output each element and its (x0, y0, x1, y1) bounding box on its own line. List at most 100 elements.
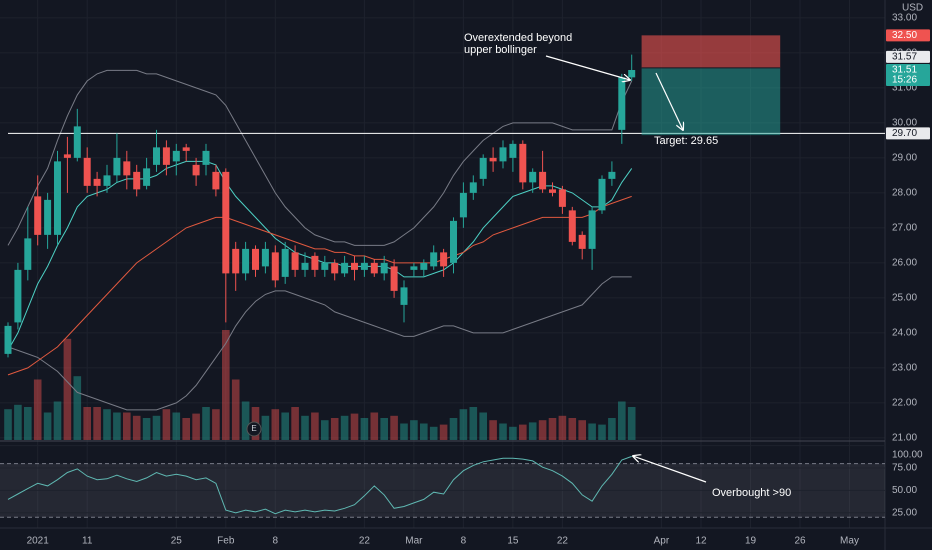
volume-bar (627, 407, 636, 440)
volume-bar (281, 412, 289, 440)
volume-bar (231, 379, 240, 440)
candle-body (291, 252, 299, 270)
volume-bar (390, 415, 398, 440)
overlay-line (7, 276, 632, 411)
volume-bar (212, 409, 220, 440)
overlay-line (7, 195, 632, 376)
volume-bar (578, 420, 586, 440)
x-tick-label: Feb (217, 536, 235, 547)
volume-bar (192, 413, 200, 440)
volume-bar (410, 420, 418, 440)
candle-body (172, 150, 180, 162)
rsi-line (7, 455, 632, 515)
y-tick-label: 27.00 (892, 223, 917, 234)
volume-bar (548, 418, 557, 440)
volume-bar (330, 418, 339, 440)
candle-body (410, 266, 418, 270)
volume-bar (202, 407, 210, 440)
volume-bar (400, 423, 408, 440)
volume-bar (93, 407, 101, 440)
y-tick-label: 22.00 (892, 398, 917, 409)
x-tick-label: 11 (82, 536, 93, 547)
volume-bar (618, 401, 626, 440)
candle-body (351, 262, 358, 270)
candle-body (341, 262, 349, 274)
volume-bar (83, 407, 91, 440)
candle-body (370, 262, 378, 274)
last-price-tag: 31.51 (892, 65, 917, 76)
target-annotation: Target: 29.65 (654, 135, 718, 147)
last-price-bg (886, 64, 930, 87)
y-tick-label: 26.00 (892, 258, 917, 269)
volume-bar (489, 420, 497, 440)
candle-body (242, 248, 250, 274)
candle-body (153, 147, 160, 165)
candle-body (202, 150, 210, 165)
entry-tag: 31.57 (892, 52, 917, 63)
rsi-annotation: Overbought >90 (712, 487, 791, 499)
volume-bar (152, 415, 161, 440)
volume-bar (53, 401, 62, 440)
volume-bar (449, 418, 458, 440)
x-tick-label: 8 (461, 536, 467, 547)
candle-body (400, 287, 408, 305)
candle-body (54, 161, 61, 235)
candle-body (212, 171, 220, 190)
candle-body (73, 126, 81, 158)
volume-bar (558, 415, 567, 440)
candle-body (489, 157, 497, 162)
volume-bar (103, 409, 111, 440)
x-tick-label: Mar (405, 536, 423, 547)
rsi-tick-label: 50.00 (892, 485, 917, 496)
candle-body (222, 171, 230, 274)
candle-body (232, 248, 240, 274)
target-zone (641, 67, 781, 136)
volume-bar (429, 426, 438, 440)
x-tick-label: May (840, 536, 859, 547)
candle-body (499, 147, 507, 162)
candle-body (44, 199, 52, 235)
volume-bar (380, 418, 388, 440)
volume-bar (598, 424, 606, 440)
x-tick-label: 8 (273, 536, 279, 547)
volume-bar (261, 415, 270, 440)
candle-body (192, 164, 200, 176)
volume-bar (608, 418, 616, 440)
earnings-label: E (251, 424, 256, 433)
volume-bar (14, 404, 22, 440)
overlay-line (7, 160, 633, 351)
level-tag-bg (886, 127, 930, 140)
stop-tag-bg (886, 29, 930, 42)
candle-body (24, 238, 32, 270)
y-tick-label: 25.00 (892, 293, 917, 304)
x-tick-label: 15 (507, 536, 519, 547)
volume-bar (420, 423, 428, 440)
candle-body (558, 189, 566, 207)
volume-bar (350, 413, 359, 440)
y-tick-label: 29.00 (892, 153, 917, 164)
stop-tag: 32.50 (892, 30, 917, 41)
last-price-time: 15:26 (892, 75, 917, 86)
volume-bar (340, 415, 349, 440)
candle-body (311, 255, 319, 270)
volume-bar (43, 412, 52, 440)
volume-bar (301, 415, 309, 440)
currency-label: USD (902, 3, 923, 14)
candle-body (271, 252, 279, 281)
candle-body (93, 178, 101, 186)
rsi-tick-label: 100.00 (892, 450, 923, 461)
annotation: Overextended beyond (464, 32, 572, 44)
volume-bar (459, 409, 468, 440)
annotation-arrow (633, 456, 707, 483)
candle-body (459, 192, 467, 218)
volume-bar (182, 418, 190, 440)
candle-body (628, 70, 636, 78)
candle-body (519, 143, 527, 183)
candle-body (588, 210, 596, 249)
earnings-marker (246, 421, 262, 437)
volume-bar (469, 407, 478, 440)
candle-body (113, 157, 121, 176)
volume-bar (24, 407, 32, 440)
volume-bar (162, 409, 171, 440)
